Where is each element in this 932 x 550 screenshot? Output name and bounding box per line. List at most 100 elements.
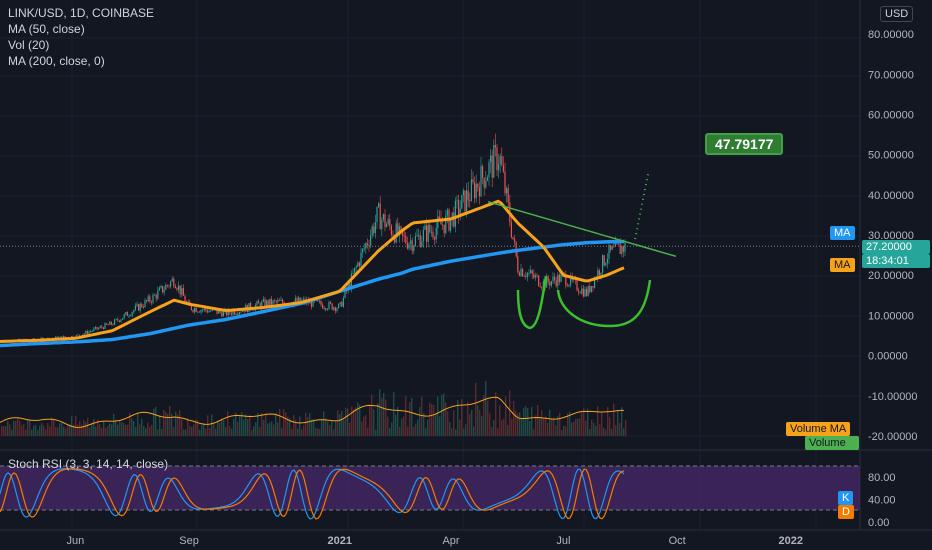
indicator-ma200-label[interactable]: MA (200, close, 0) [8, 54, 105, 68]
symbol-title[interactable]: LINK/USD, 1D, COINBASE [8, 6, 155, 20]
candle-body [232, 310, 234, 315]
candle-body [186, 301, 188, 303]
handdrawn-pattern[interactable] [516, 275, 652, 330]
candle-body [240, 311, 242, 313]
volume-bar [583, 407, 585, 436]
candle-body [219, 310, 221, 313]
volume-bar [343, 419, 345, 436]
candle-body [269, 298, 271, 306]
candle-body [606, 258, 608, 264]
candle-body [184, 295, 186, 302]
volume-tag[interactable]: Volume [805, 436, 859, 450]
projection-line[interactable] [634, 170, 650, 240]
target-price-label[interactable]: 47.79177 [705, 133, 784, 155]
candle-body [99, 326, 101, 328]
price-axis[interactable]: 80.00000 70.00000 60.00000 50.00000 40.00000… [868, 29, 918, 443]
volume-bar [437, 396, 439, 436]
candle-body [114, 319, 116, 325]
volume-bar [261, 413, 263, 436]
candle-body [432, 231, 434, 238]
candle-body [238, 311, 240, 315]
volume-bar [595, 425, 597, 436]
right-cup-curve[interactable] [556, 279, 652, 328]
ma50-line[interactable] [0, 199, 625, 343]
volume-bar [515, 410, 517, 436]
indicator-vol-label[interactable]: Vol (20) [8, 38, 50, 52]
volume-bar [55, 426, 57, 436]
volume-bar [361, 421, 363, 436]
ma200-value-tag[interactable]: MA [830, 226, 855, 240]
candle-body [566, 285, 568, 287]
volume-bar [159, 415, 161, 436]
candle-body [469, 200, 471, 202]
candle-body [490, 155, 492, 163]
candle-body [552, 276, 554, 282]
candle-body [64, 336, 66, 338]
candle-body [216, 309, 218, 314]
volume-ma-tag[interactable]: Volume MA [786, 422, 851, 436]
volume-bar [367, 427, 369, 436]
price-tick-label-0: 80.00000 [868, 29, 914, 41]
candle-body [498, 164, 500, 171]
candle-body [458, 200, 460, 216]
candle-body [165, 285, 167, 290]
volume-bar [327, 421, 329, 436]
stoch-d-tag[interactable]: D [838, 505, 854, 519]
currency-button[interactable]: USD [880, 6, 914, 22]
volume-bar [413, 426, 415, 436]
volume-bar [117, 424, 119, 436]
candle-body [117, 319, 119, 321]
candle-body [344, 290, 346, 298]
volume-bar [199, 429, 201, 436]
candle-body [187, 301, 189, 303]
left-cup-curve[interactable] [516, 275, 548, 330]
volume-bar [401, 418, 403, 436]
volume-bar [341, 411, 343, 436]
volume-bar [11, 429, 13, 436]
volume-bar [415, 423, 417, 436]
candle-body [386, 223, 388, 228]
candle-body [594, 278, 596, 288]
time-tick-label-3: Apr [442, 535, 459, 547]
candle-body [370, 235, 372, 246]
volume-bar [543, 418, 545, 436]
ma50-value-tag[interactable]: MA [830, 258, 855, 272]
candle-body [280, 299, 282, 301]
volume-bar [529, 420, 531, 436]
candle-body [600, 272, 602, 276]
candle-body [411, 240, 413, 252]
time-axis[interactable]: Jun Sep 2021 Apr Jul Oct 2022 [66, 535, 803, 547]
volume-bar [69, 424, 71, 436]
indicator-ma50-label[interactable]: MA (50, close) [8, 22, 85, 36]
volume-bar [355, 407, 357, 436]
volume-bar [27, 419, 29, 436]
candle-body [243, 309, 245, 312]
candle-body [461, 195, 463, 209]
volume-bar [519, 412, 521, 436]
volume-bar [521, 418, 523, 436]
candle-body [166, 285, 168, 286]
candle-body [354, 267, 356, 273]
volume-bar [465, 424, 467, 436]
volume-bar [421, 396, 423, 436]
volume-bar [409, 402, 411, 436]
candle-body [382, 214, 384, 220]
stoch-rsi-label[interactable]: Stoch RSI (3, 3, 14, 14, close) [8, 457, 169, 471]
candle-body [96, 327, 98, 330]
volume-bar [593, 422, 595, 436]
candle-body [426, 225, 428, 242]
trendline[interactable] [487, 200, 677, 258]
volume-bar [417, 419, 419, 436]
volume-bar [567, 413, 569, 436]
candle-body [98, 327, 100, 330]
volume-bar [625, 420, 627, 436]
volume-bar [599, 424, 601, 436]
volume-bar [291, 428, 293, 436]
price-tick-label-8: 0.00000 [868, 351, 908, 363]
volume-bar [133, 420, 135, 436]
candle-body [477, 183, 479, 188]
stoch-k-tag[interactable]: K [838, 491, 854, 505]
candle-body [170, 281, 172, 287]
candle-body [112, 324, 114, 326]
